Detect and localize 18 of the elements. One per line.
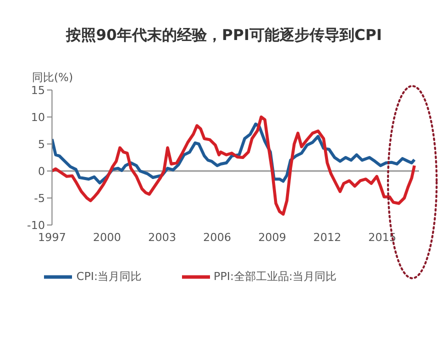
y-tick-label: -10: [27, 218, 45, 232]
y-tick-label: -5: [34, 192, 45, 205]
x-tick-label: 1997: [38, 230, 66, 244]
x-tick-label: 2000: [93, 230, 122, 244]
legend-label: PPI:全部工业品:当月同比: [214, 270, 337, 284]
x-tick-label: 2015: [368, 230, 396, 244]
x-tick-label: 2012: [313, 230, 342, 244]
line-series: [52, 116, 416, 216]
chart-title: 按照90年代末的经验，PPI可能逐步传导到CPI: [64, 26, 384, 45]
legend-label: CPI:当月同比: [76, 270, 142, 284]
y-tick-label: 10: [31, 110, 45, 124]
x-tick-label: 2009: [258, 230, 286, 244]
y-tick-label: 5: [38, 138, 45, 151]
y-tick-label: 15: [31, 84, 45, 97]
x-tick-label: 2006: [203, 230, 232, 244]
y-tick-label: 0: [38, 164, 45, 178]
x-tick-label: 2003: [148, 230, 176, 244]
y-axis-title: 同比(%): [32, 70, 74, 85]
